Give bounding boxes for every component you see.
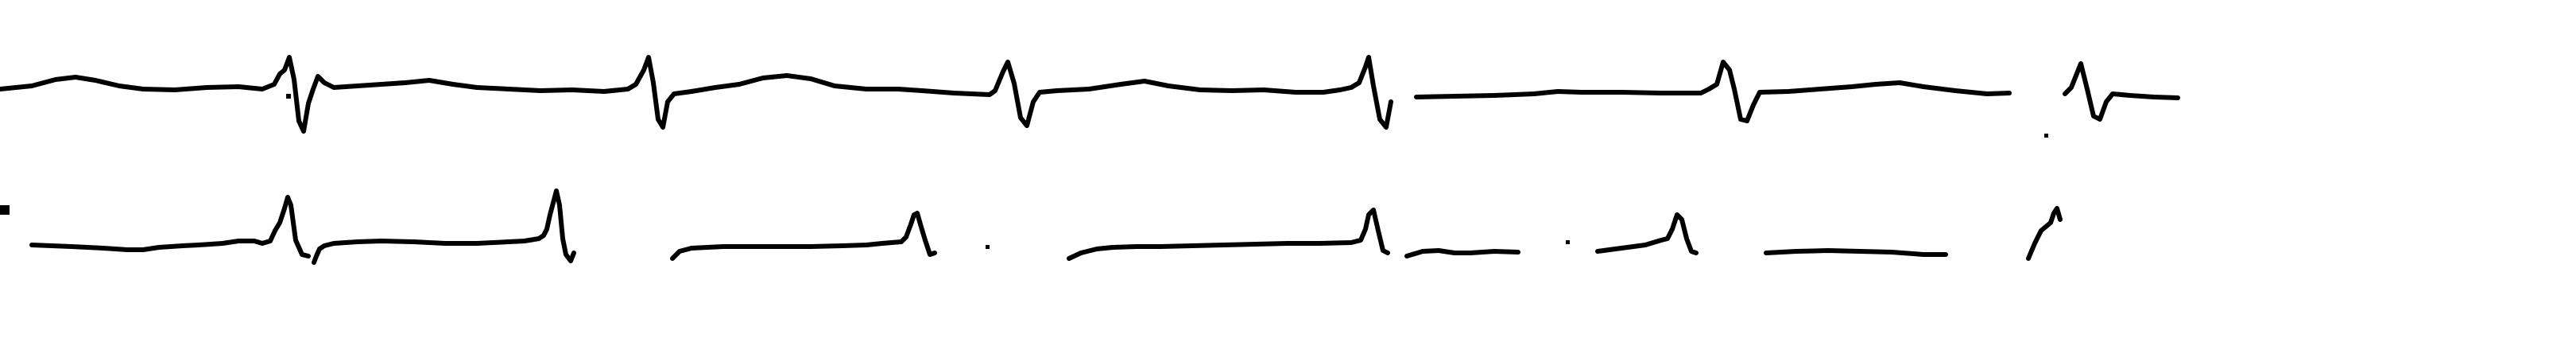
ecg-lead-top bbox=[0, 55, 2180, 134]
scan-speckles bbox=[0, 94, 2048, 249]
ecg-lead-bottom bbox=[29, 188, 2063, 265]
